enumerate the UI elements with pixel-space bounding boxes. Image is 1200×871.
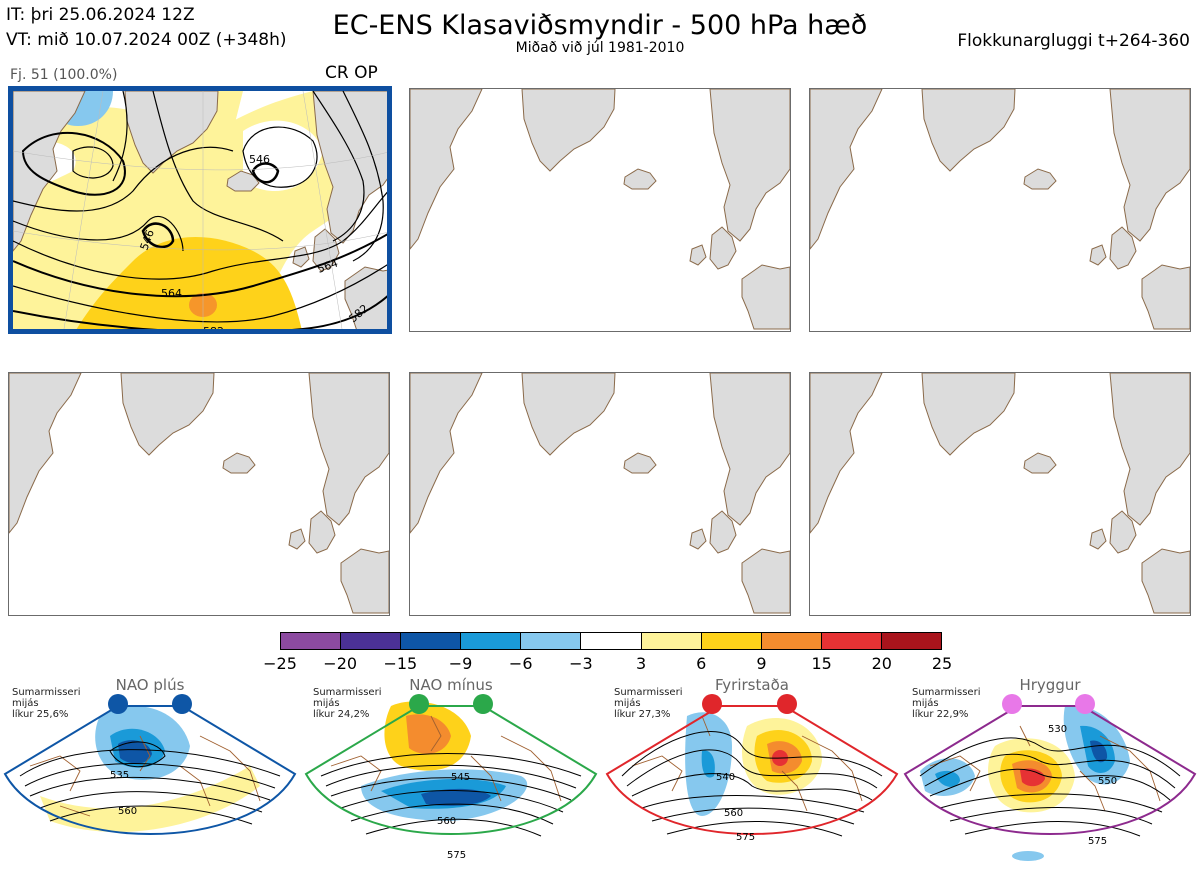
regime-nao-plus: 535 560 NAO plús Sumarmisseri mijás líkur … [0,676,300,871]
regime-name: Hryggur [1019,676,1081,694]
empty-map-6 [810,373,1190,614]
colorbar-cell [761,633,822,649]
regime-frame [903,705,1197,835]
contour-label: 560 [437,816,456,827]
colorbar-tick-label: −20 [323,654,358,673]
regime-frame [3,705,297,835]
colorbar-tick-label: 6 [696,654,707,673]
cluster-regime-label: CR OP [325,63,378,83]
regime-marker-dot [172,694,192,714]
colorbar-cell [821,633,882,649]
colorbar-cell [881,633,942,649]
colorbar-tick-label: 15 [811,654,832,673]
regime-ridge: 530 550 575 Hryggur Sumarmisseri mijás lík… [900,676,1200,871]
regime-name: NAO plús [115,676,185,694]
cluster-count-label: Fj. 51 (100.0%) [10,67,118,83]
cluster-map-panel-6[interactable] [809,372,1191,616]
regime-marker-dot [1002,694,1022,714]
regime-marker-dot [777,694,797,714]
regime-map-blocking: 540 560 575 [605,694,899,843]
regime-frame [605,705,899,835]
page-subtitle: Miðað við júl 1981-2010 [515,40,685,56]
contour-label: 546 [249,153,270,166]
contour-label: 575 [447,850,466,861]
colorbar-tick-label: 25 [931,654,953,673]
colorbar-cell [701,633,762,649]
contour-label: 575 [1088,836,1107,847]
colorbar-ticks: −25 −20 −15 −9 −6 −3 3 6 9 15 20 25 [262,654,962,674]
classification-window: Flokkunargluggi t+264-360 [957,31,1190,51]
regime-map-nao-plus: 535 560 [3,694,297,835]
colorbar [280,632,942,650]
contour-label: 545 [451,772,470,783]
page-title: EC-ENS Klasaviðsmyndir - 500 hPa hæð [332,10,868,41]
cluster-map-1: 546 546 564 564 582 582 [13,91,387,334]
contour-label: 550 [1098,776,1117,787]
colorbar-cell [401,633,462,649]
colorbar-tick-label: −6 [508,654,533,673]
regime-marker-dot [1075,694,1095,714]
colorbar-tick-label: −15 [383,654,418,673]
regime-info: Sumarmisseri mijás líkur 27,3% [614,687,683,720]
colorbar-cell [341,633,402,649]
empty-map-4 [9,373,389,614]
empty-map-3 [810,89,1190,330]
colorbar-cell [581,633,642,649]
regime-info: Sumarmisseri mijás líkur 22,9% [912,687,981,720]
cluster-map-panel-4[interactable] [8,372,390,616]
contour-label: 560 [118,806,137,817]
cluster-map-panel-5[interactable] [409,372,791,616]
regime-blocking: 540 560 575 Fyrirstaða Sumarmisseri mijás… [602,676,902,871]
regime-marker-dot [409,694,429,714]
colorbar-tick-label: −25 [263,654,297,673]
contour-label: 540 [716,772,735,783]
regime-map-ridge: 530 550 575 [903,694,1197,861]
regime-marker-dot [702,694,722,714]
regime-info: Sumarmisseri mijás líkur 25,6% [12,687,81,720]
colorbar-cell [521,633,582,649]
contour-label: 582 [203,325,224,334]
regime-marker-dot [473,694,493,714]
contour-label: 535 [110,770,129,781]
contour-label: 530 [1048,724,1067,735]
colorbar-tick-label: −9 [448,654,473,673]
cluster-map-panel-2[interactable] [409,88,791,332]
regime-name: Fyrirstaða [715,676,789,694]
regime-info: Sumarmisseri mijás líkur 24,2% [313,687,382,720]
cluster-map-panel-1[interactable]: 546 546 564 564 582 582 [8,86,392,334]
contour-label: 575 [736,832,755,843]
regime-map-nao-minus: 545 560 575 [304,694,598,861]
regime-name: NAO mínus [409,676,493,694]
colorbar-tick-label: 3 [635,654,647,673]
contour-label: 564 [161,287,182,300]
regime-marker-dot [108,694,128,714]
regime-frame [304,705,598,835]
colorbar-tick-label: 9 [756,654,767,673]
empty-map-2 [410,89,790,330]
colorbar-tick-label: −3 [569,654,593,673]
cluster-map-panel-3[interactable] [809,88,1191,332]
colorbar-cell [461,633,522,649]
empty-map-5 [410,373,790,614]
valid-time: VT: mið 10.07.2024 00Z (+348h) [6,30,287,50]
issue-time: IT: þri 25.06.2024 12Z [6,5,195,25]
regime-nao-minus: 545 560 575 NAO mínus Sumarmisseri mijás l… [301,676,601,871]
colorbar-tick-label: 20 [871,654,892,673]
colorbar-cell [641,633,702,649]
colorbar-cell [281,633,342,649]
contour-label: 560 [724,808,743,819]
